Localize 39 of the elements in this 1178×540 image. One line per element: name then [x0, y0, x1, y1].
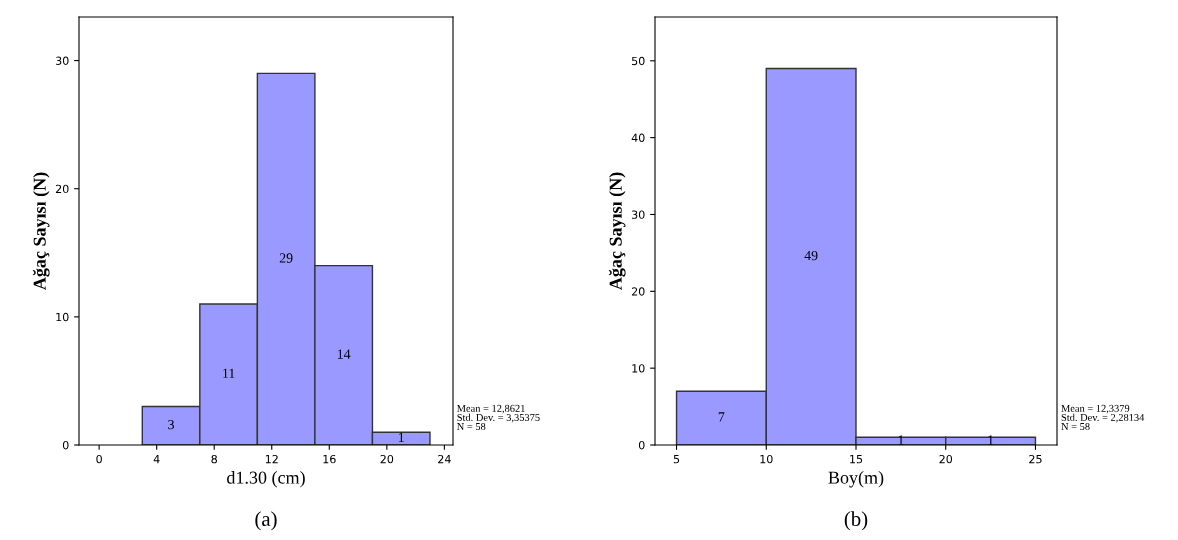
x-tick-label: 10 [760, 454, 773, 464]
text: Mean = 12,8621 Std. Dev. = 3,35375 N = 58 [457, 404, 540, 431]
x-tick-label: 24 [438, 454, 451, 464]
y-tick-label: 20 [631, 287, 645, 296]
y-tick-label: 30 [55, 56, 69, 65]
x-axis-title: d1.30 (cm) [227, 471, 305, 488]
y-tick-label: 20 [55, 184, 69, 194]
x-tick-label: 4 [153, 455, 160, 464]
y-axis-title: Ağaç Sayısı (N) [32, 172, 50, 290]
x-tick-label: 15 [850, 455, 863, 464]
y-tick-label: 30 [631, 210, 645, 219]
y-tick-label: 10 [632, 364, 645, 373]
data-label: 1 [398, 432, 404, 442]
data-label: 29 [279, 253, 293, 263]
data-label: 14 [337, 349, 351, 359]
text: Mean = 12,3379 Std. Dev. = 2,28134 N = 58 [1061, 404, 1145, 431]
x-axis-title: Boy(m) [828, 471, 884, 488]
text: (b) [844, 511, 868, 531]
y-tick-label: 50 [632, 56, 645, 66]
x-tick-label: 20 [939, 454, 953, 464]
x-tick-label: 25 [1029, 454, 1042, 464]
data-label: 49 [804, 250, 818, 261]
y-axis-title: Ağaç Sayısı (N) [608, 172, 626, 290]
data-label: 3 [168, 419, 174, 430]
data-label: 1 [988, 435, 994, 445]
text: (a) [255, 511, 277, 531]
y-tick-label: 10 [56, 312, 69, 322]
x-tick-label: 12 [265, 454, 278, 464]
x-tick-label: 0 [96, 454, 102, 464]
y-tick-label: 0 [638, 440, 645, 450]
x-tick-label: 20 [380, 454, 394, 464]
x-tick-label: 5 [673, 455, 680, 464]
data-label: 11 [223, 368, 235, 378]
y-tick-label: 0 [62, 440, 69, 450]
data-label: 7 [718, 412, 725, 422]
y-tick-label: 40 [631, 133, 645, 143]
x-tick-label: 8 [211, 454, 217, 464]
data-label: 1 [898, 435, 904, 445]
x-tick-label: 16 [323, 454, 336, 464]
